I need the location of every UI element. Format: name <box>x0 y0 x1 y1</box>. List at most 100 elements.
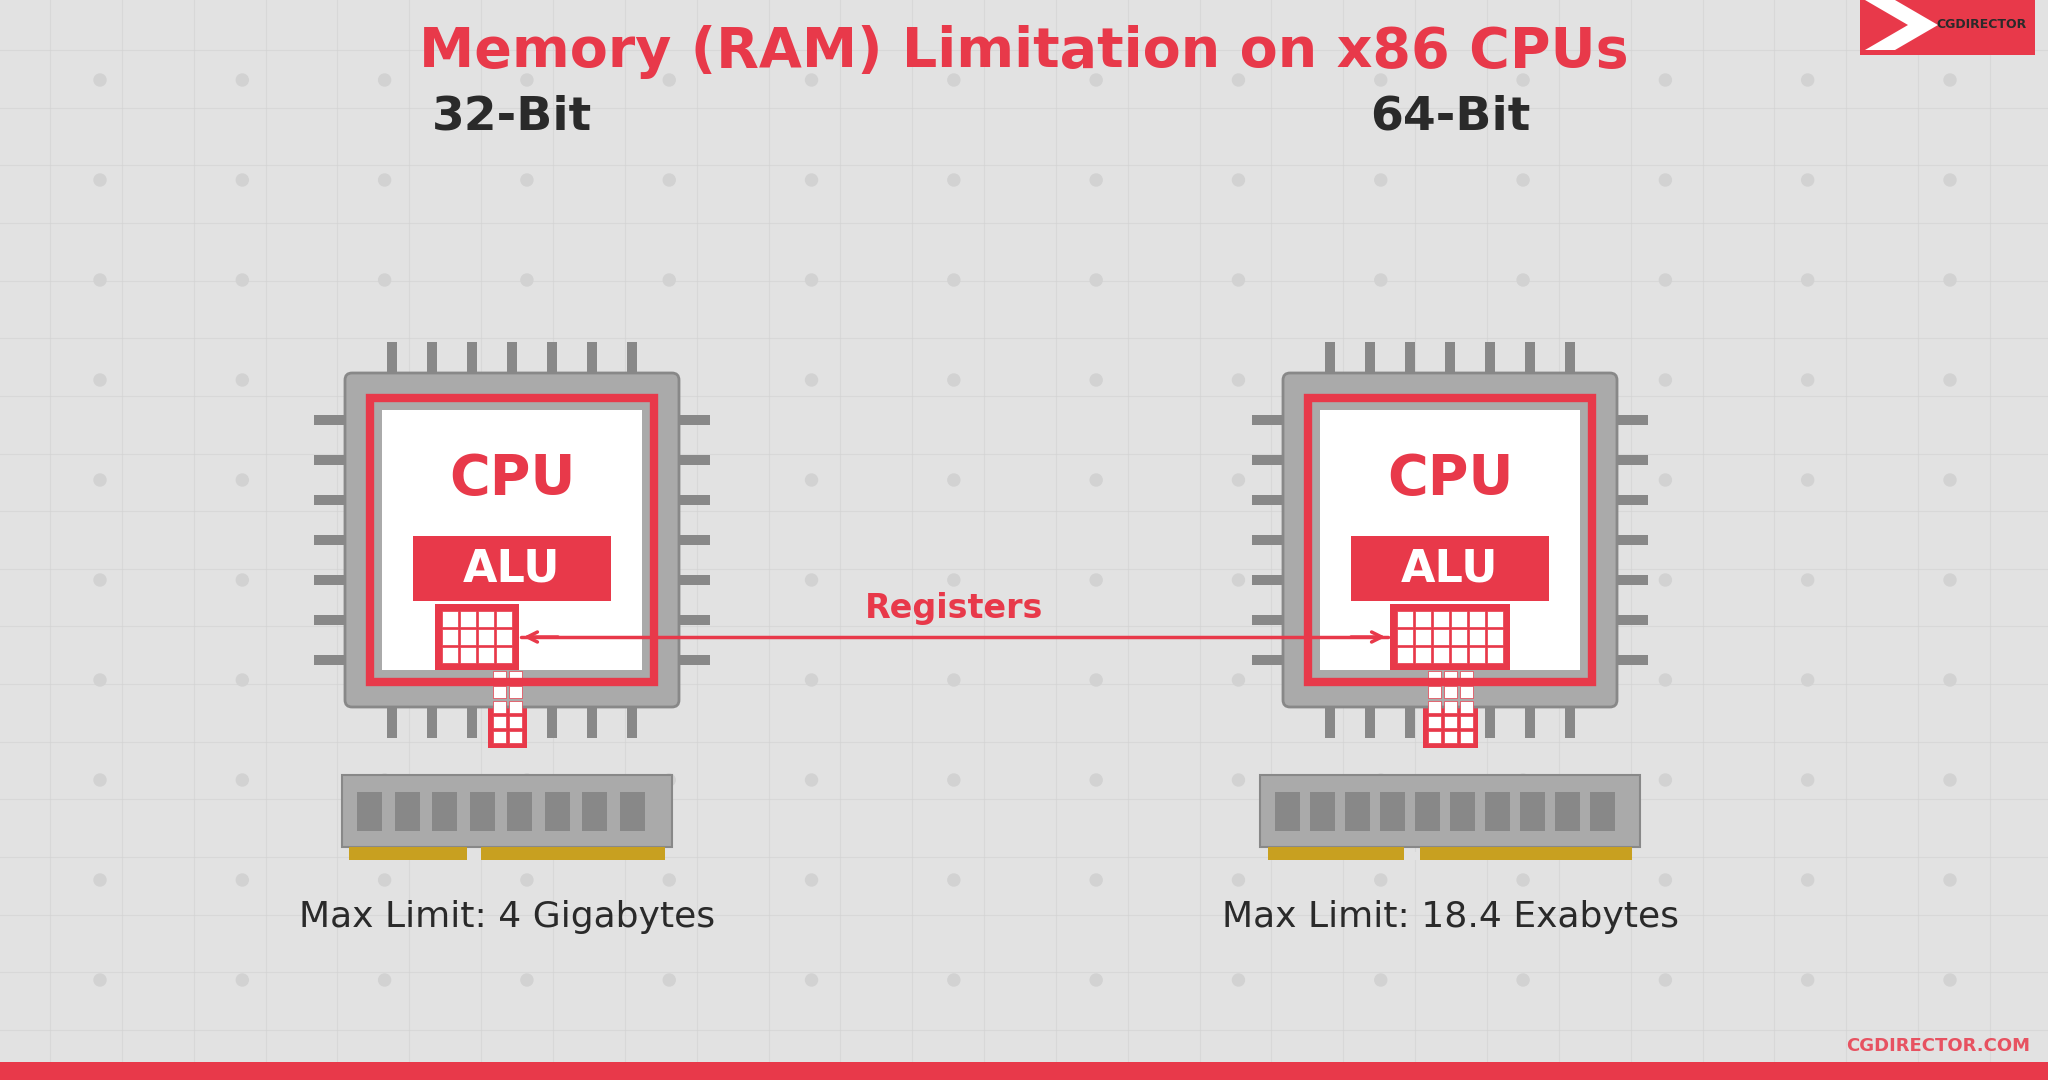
Circle shape <box>664 174 676 186</box>
Circle shape <box>1090 974 1102 986</box>
FancyBboxPatch shape <box>1610 654 1649 665</box>
Circle shape <box>379 974 391 986</box>
FancyBboxPatch shape <box>1352 537 1548 602</box>
FancyBboxPatch shape <box>492 716 506 728</box>
FancyBboxPatch shape <box>1446 700 1454 738</box>
Circle shape <box>236 474 248 486</box>
FancyBboxPatch shape <box>426 342 436 380</box>
FancyBboxPatch shape <box>492 701 506 713</box>
Circle shape <box>1659 75 1671 86</box>
Circle shape <box>520 974 532 986</box>
Circle shape <box>1233 174 1245 186</box>
Circle shape <box>805 874 817 886</box>
FancyBboxPatch shape <box>1268 847 1405 860</box>
FancyBboxPatch shape <box>414 537 610 602</box>
Circle shape <box>1233 974 1245 986</box>
Circle shape <box>379 474 391 486</box>
FancyBboxPatch shape <box>1427 642 1440 653</box>
FancyBboxPatch shape <box>508 731 522 743</box>
Circle shape <box>1659 774 1671 786</box>
FancyBboxPatch shape <box>1460 731 1473 743</box>
FancyBboxPatch shape <box>1487 630 1503 645</box>
Circle shape <box>948 274 961 286</box>
Circle shape <box>1802 774 1815 786</box>
FancyBboxPatch shape <box>1427 656 1440 669</box>
Circle shape <box>1233 75 1245 86</box>
Circle shape <box>379 573 391 586</box>
Circle shape <box>520 75 532 86</box>
Circle shape <box>379 874 391 886</box>
Circle shape <box>94 974 106 986</box>
Circle shape <box>948 674 961 686</box>
FancyBboxPatch shape <box>1485 700 1495 738</box>
Circle shape <box>1090 874 1102 886</box>
FancyBboxPatch shape <box>496 647 512 663</box>
FancyBboxPatch shape <box>1520 792 1544 832</box>
FancyBboxPatch shape <box>547 342 557 380</box>
Circle shape <box>94 573 106 586</box>
Circle shape <box>805 774 817 786</box>
FancyBboxPatch shape <box>442 611 459 626</box>
Circle shape <box>1518 75 1530 86</box>
FancyBboxPatch shape <box>461 647 475 663</box>
FancyBboxPatch shape <box>1460 671 1473 683</box>
FancyBboxPatch shape <box>1427 671 1440 683</box>
Circle shape <box>94 874 106 886</box>
Circle shape <box>379 774 391 786</box>
FancyBboxPatch shape <box>492 671 506 683</box>
FancyBboxPatch shape <box>508 701 522 713</box>
FancyBboxPatch shape <box>344 373 680 707</box>
FancyBboxPatch shape <box>481 847 666 860</box>
FancyBboxPatch shape <box>1565 342 1575 380</box>
Circle shape <box>1518 774 1530 786</box>
FancyBboxPatch shape <box>1427 716 1440 728</box>
Circle shape <box>664 974 676 986</box>
FancyBboxPatch shape <box>1415 611 1432 626</box>
FancyBboxPatch shape <box>313 535 352 545</box>
Circle shape <box>1090 75 1102 86</box>
Circle shape <box>948 874 961 886</box>
Circle shape <box>1802 573 1815 586</box>
Text: ALU: ALU <box>463 548 561 591</box>
FancyBboxPatch shape <box>1610 575 1649 585</box>
FancyBboxPatch shape <box>1251 615 1290 625</box>
FancyBboxPatch shape <box>1485 342 1495 380</box>
FancyBboxPatch shape <box>1251 455 1290 465</box>
Circle shape <box>379 174 391 186</box>
Polygon shape <box>1866 0 1937 50</box>
Circle shape <box>805 974 817 986</box>
FancyBboxPatch shape <box>1460 701 1473 713</box>
FancyBboxPatch shape <box>1526 342 1536 380</box>
Text: Max Limit: 18.4 Exabytes: Max Limit: 18.4 Exabytes <box>1221 900 1679 934</box>
FancyBboxPatch shape <box>387 700 397 738</box>
FancyBboxPatch shape <box>426 700 436 738</box>
Circle shape <box>948 974 961 986</box>
Circle shape <box>1374 374 1386 386</box>
FancyBboxPatch shape <box>1415 630 1432 645</box>
FancyBboxPatch shape <box>508 642 522 653</box>
Text: Max Limit: 4 Gigabytes: Max Limit: 4 Gigabytes <box>299 900 715 934</box>
Circle shape <box>1802 974 1815 986</box>
FancyBboxPatch shape <box>1610 495 1649 505</box>
Circle shape <box>1374 75 1386 86</box>
Circle shape <box>379 75 391 86</box>
FancyBboxPatch shape <box>1554 792 1579 832</box>
Circle shape <box>94 75 106 86</box>
FancyBboxPatch shape <box>467 700 477 738</box>
Circle shape <box>1374 674 1386 686</box>
FancyBboxPatch shape <box>1487 611 1503 626</box>
FancyBboxPatch shape <box>1468 647 1485 663</box>
FancyBboxPatch shape <box>627 342 637 380</box>
FancyBboxPatch shape <box>1444 701 1456 713</box>
Text: 64-Bit: 64-Bit <box>1370 95 1530 140</box>
Circle shape <box>1659 174 1671 186</box>
Circle shape <box>1944 974 1956 986</box>
Circle shape <box>94 174 106 186</box>
FancyBboxPatch shape <box>492 731 506 743</box>
FancyBboxPatch shape <box>1468 611 1485 626</box>
FancyBboxPatch shape <box>387 342 397 380</box>
Circle shape <box>1802 474 1815 486</box>
Circle shape <box>94 674 106 686</box>
FancyBboxPatch shape <box>1405 342 1415 380</box>
FancyBboxPatch shape <box>627 700 637 738</box>
